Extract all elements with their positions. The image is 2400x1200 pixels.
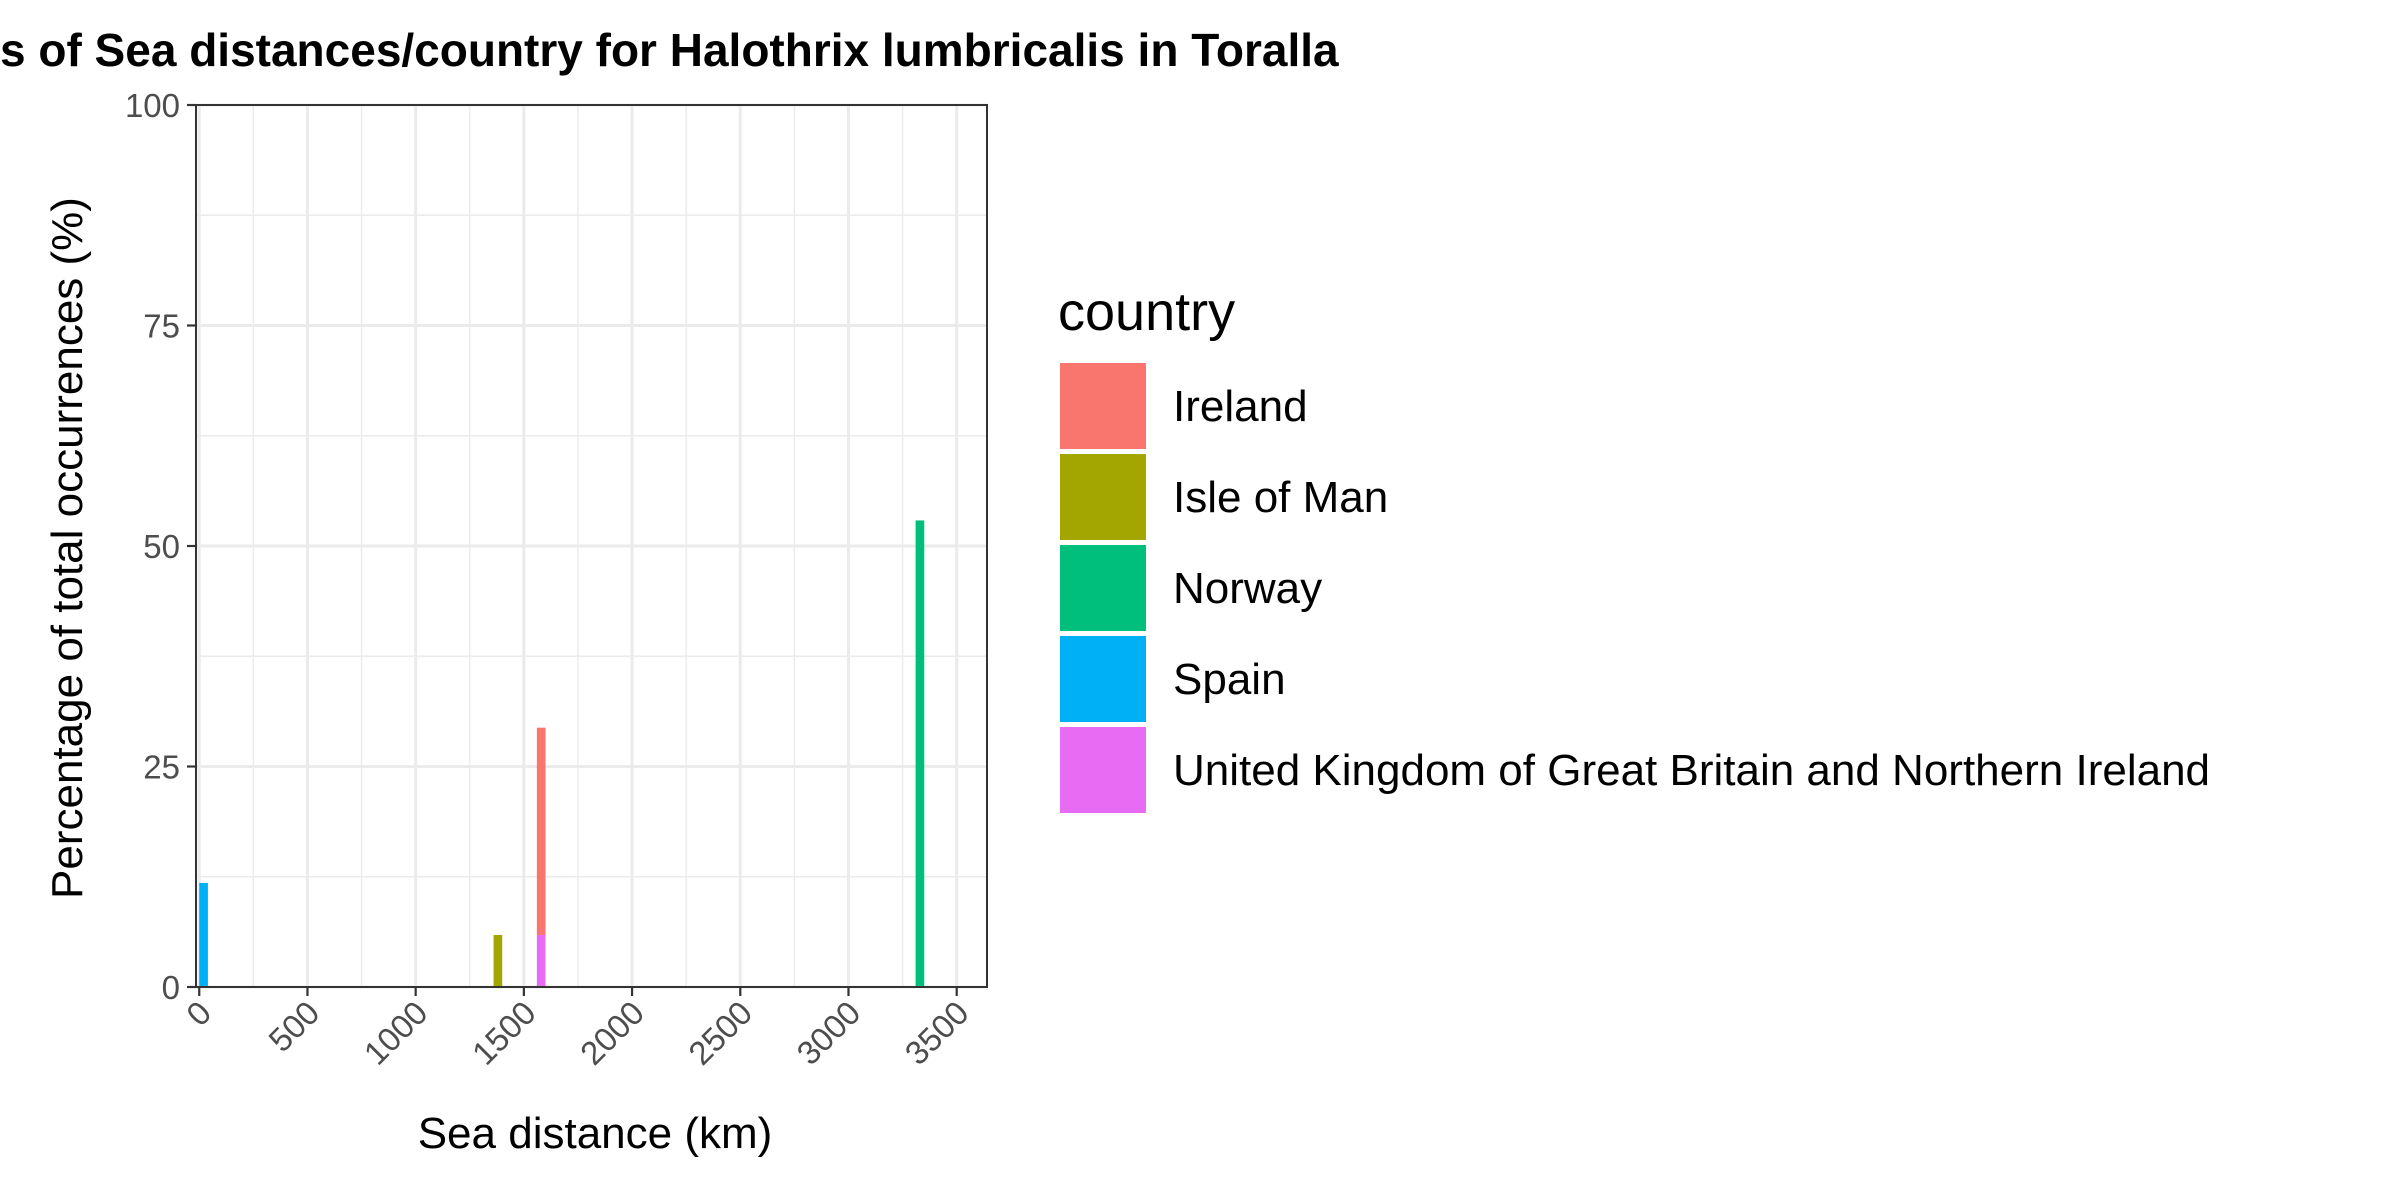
x-axis-title: Sea distance (km) (418, 1109, 773, 1158)
grid-major (196, 103, 987, 989)
legend: Ireland Isle of Man Norway Spain United King… (1060, 363, 2210, 813)
x-tick-label: 0 (179, 994, 218, 1033)
bar-ireland (536, 727, 546, 935)
bar-norway (915, 520, 925, 987)
legend-title: country (1058, 282, 1235, 342)
x-tick-label: 3500 (898, 994, 976, 1072)
y-tick-label: 75 (143, 308, 180, 345)
x-tick-label: 1500 (465, 994, 543, 1072)
bars (199, 520, 925, 987)
x-tick-label: 2000 (573, 994, 651, 1072)
legend-label: Ireland (1173, 382, 1308, 431)
chart-title: s of Sea distances/country for Halothrix… (0, 24, 1339, 76)
legend-key (1060, 363, 1146, 449)
legend-key (1060, 636, 1146, 722)
legend-label: Isle of Man (1173, 473, 1388, 522)
x-tick-label: 3000 (789, 994, 867, 1072)
legend-key (1060, 727, 1146, 813)
legend-label: Norway (1173, 564, 1322, 613)
x-tick-labels: 0 500 1000 1500 2000 2500 3000 3500 (179, 994, 976, 1072)
legend-label: Spain (1173, 655, 1286, 704)
legend-label: United Kingdom of Great Britain and Nort… (1173, 746, 2210, 795)
y-tick-label: 100 (125, 87, 180, 124)
y-tick-labels: 0 25 50 75 100 (125, 87, 180, 1006)
y-tick-label: 50 (143, 528, 180, 565)
x-tick-label: 1000 (357, 994, 435, 1072)
bar-isle-of-man (493, 934, 503, 987)
x-tick-label: 500 (261, 994, 326, 1059)
y-axis-title: Percentage of total occurrences (%) (43, 197, 92, 899)
legend-key (1060, 454, 1146, 540)
x-tick-label: 2500 (681, 994, 759, 1072)
y-tick-label: 25 (143, 749, 180, 786)
bar-spain (199, 882, 208, 987)
bar-united-kingdom-of-great-britain-and-northern-ireland (536, 934, 546, 987)
axis-ticks (187, 103, 958, 996)
y-tick-label: 0 (162, 969, 180, 1006)
legend-key (1060, 545, 1146, 631)
